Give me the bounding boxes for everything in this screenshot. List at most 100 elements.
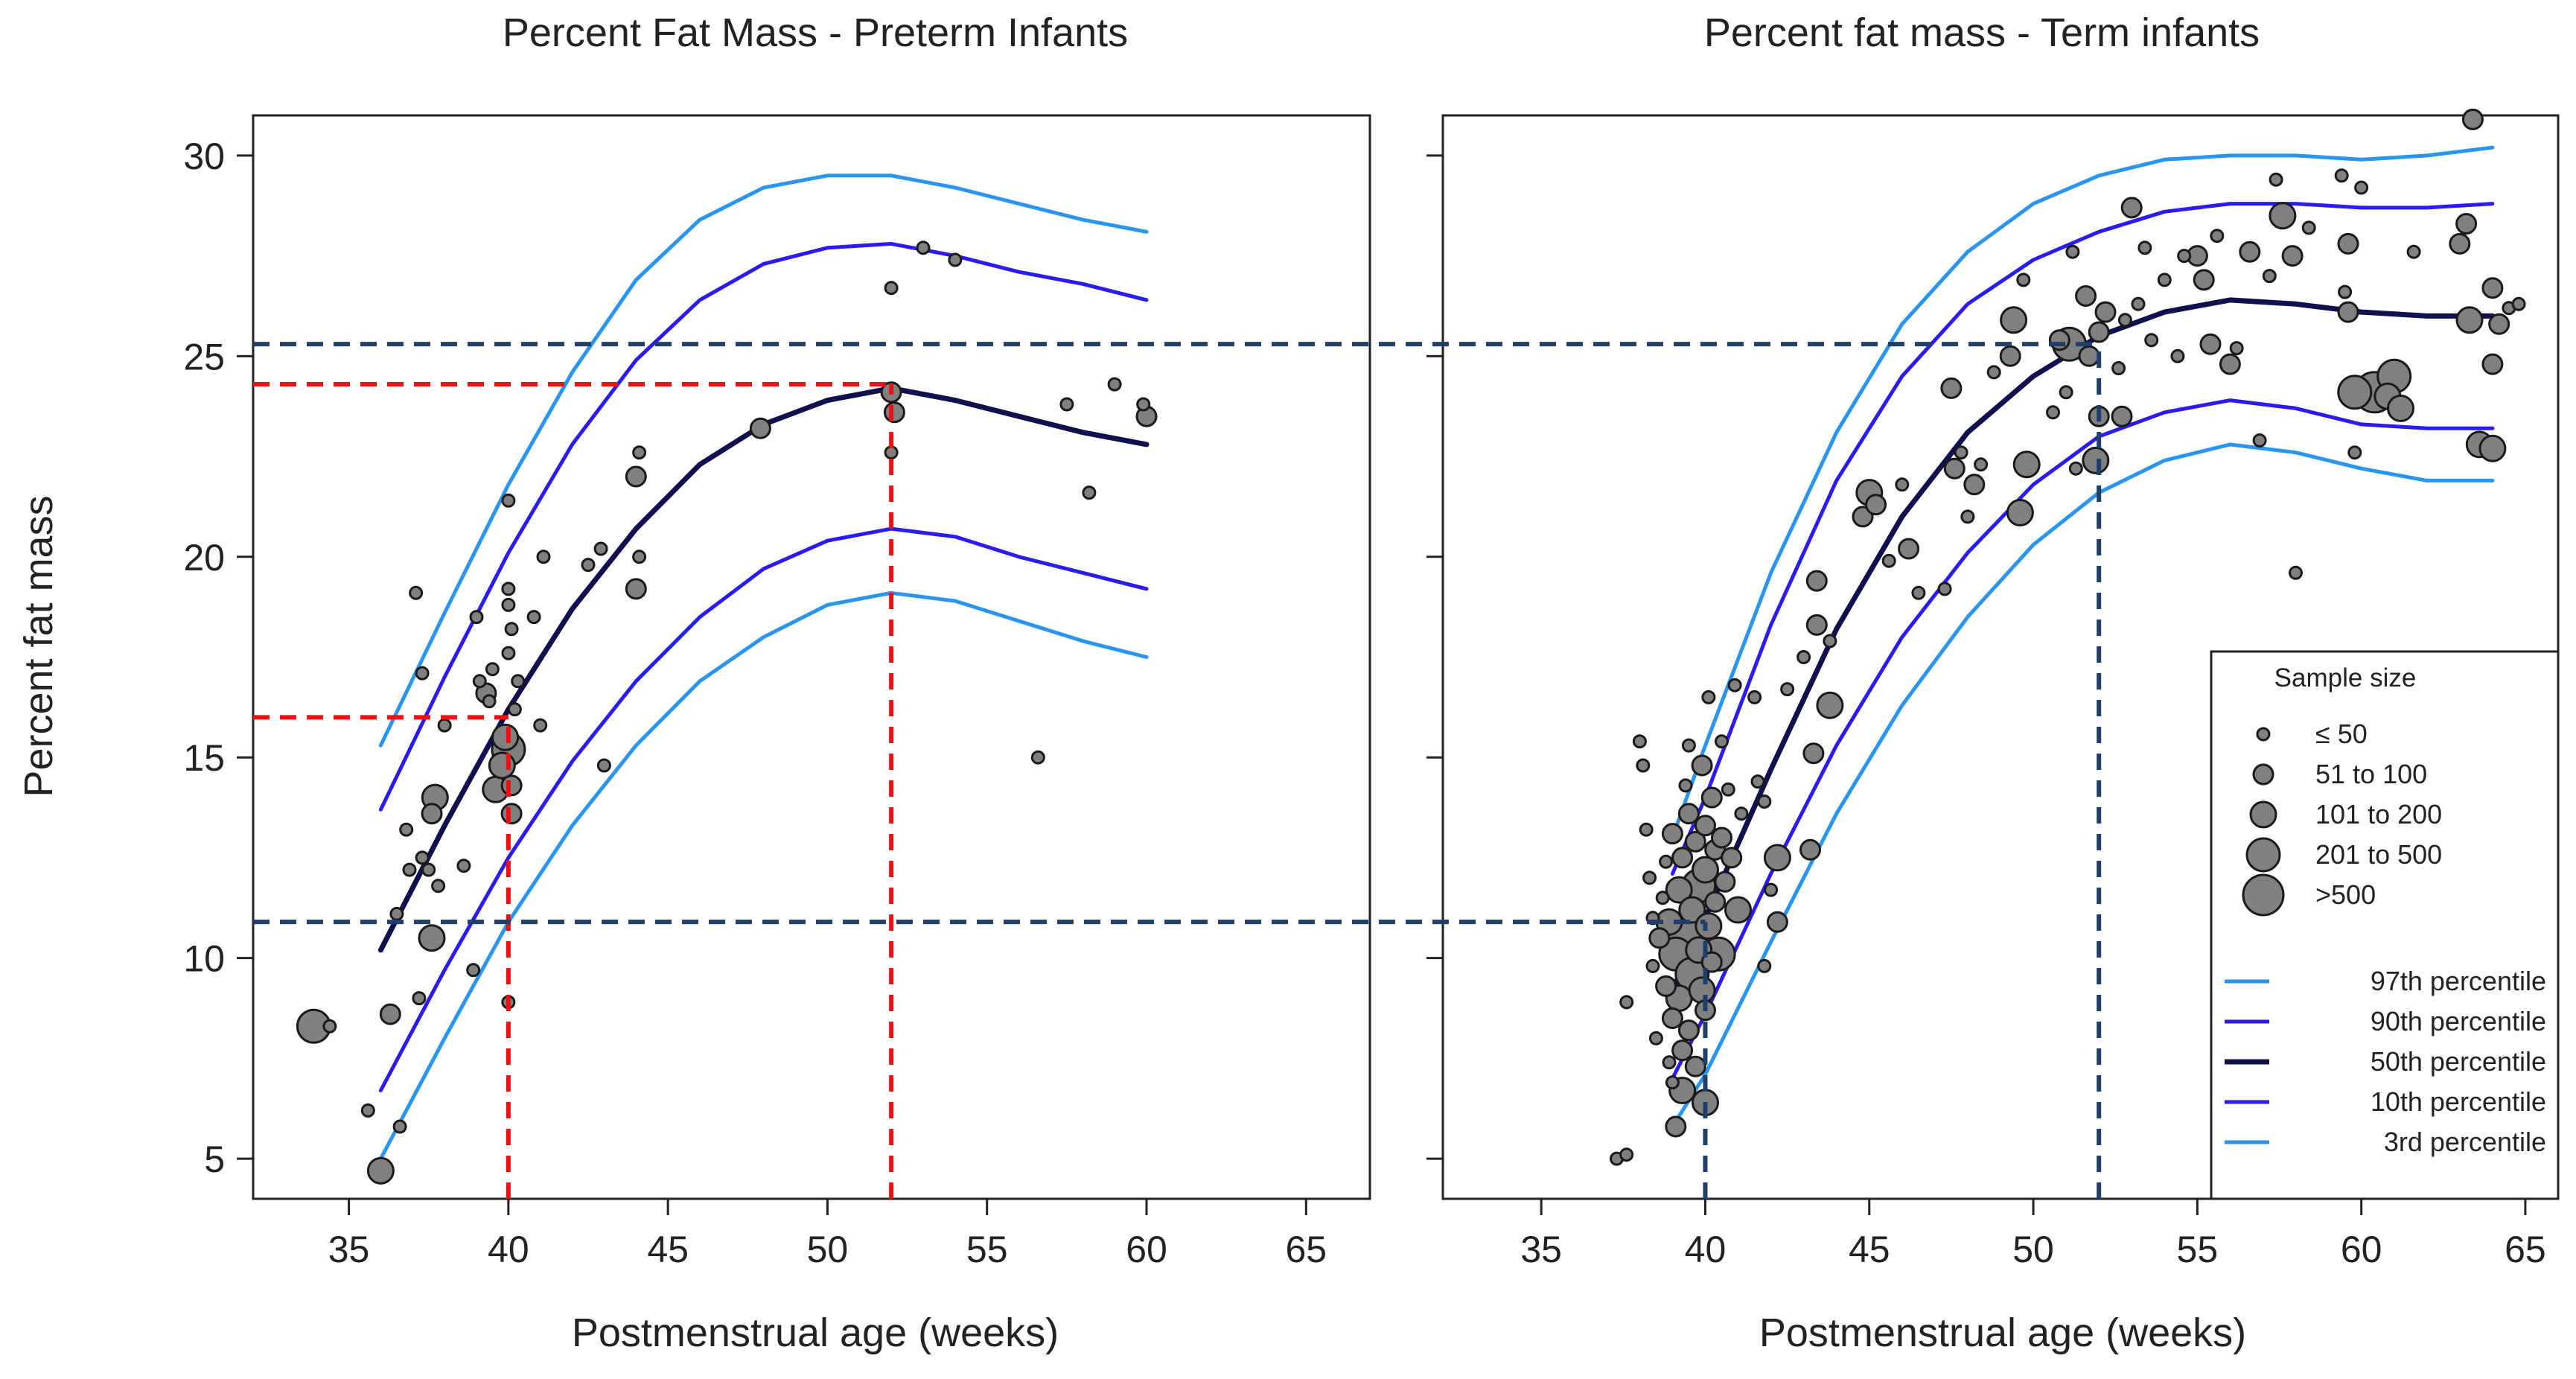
left-data-point [500,774,523,797]
right-data-point [1943,457,1966,480]
legend-size-label-2: 51 to 100 [2315,759,2427,789]
y-tick-label-25: 25 [183,336,225,378]
right-data-point [1986,365,2001,380]
right-data-point [1655,891,1670,905]
right-data-point [1639,822,1654,837]
left-data-point [1059,397,1074,412]
y-tick-label-5: 5 [204,1138,225,1180]
left-data-point [437,718,452,733]
right-data-point [1852,506,1874,528]
left-x-tick-label-55: 55 [966,1229,1008,1270]
right-data-point [2157,273,2172,287]
right-x-tick-label-65: 65 [2505,1229,2546,1270]
right-data-point [2347,445,2362,460]
left-data-point [632,550,647,564]
right-data-point [1684,830,1706,853]
right-data-point [1881,553,1896,568]
right-data-point [2387,394,2414,422]
legend-size-label-5: >500 [2315,879,2376,910]
legend-size-marker-4 [2245,837,2281,873]
right-data-point [1704,891,1727,913]
right-data-point [1895,477,1910,492]
right-data-point [2488,313,2510,335]
left-data-point [511,674,526,689]
right-data-point [1796,650,1811,664]
left-x-tick-label-60: 60 [1126,1229,1167,1270]
legend-line-label-90: 90th percentile [2371,1006,2546,1036]
right-data-point [1648,927,1671,949]
left-data-point [431,879,446,894]
left-data-point [399,822,414,837]
right-data-point [2078,345,2100,367]
right-data-point [1681,738,1696,753]
right-data-point [1671,1039,1694,1062]
left-data-point [485,662,500,677]
right-data-point [2016,273,2031,287]
legend-size-label-1: ≤ 50 [2315,719,2368,749]
legend-line-label-3: 3rd percentile [2384,1127,2546,1157]
right-data-point [2262,269,2277,284]
right-data-point [2281,245,2304,267]
right-data-point [1636,758,1651,773]
right-data-point [1677,803,1700,825]
legend-line-label-10: 10th percentile [2371,1086,2546,1117]
right-data-point [1766,911,1788,933]
right-data-point [1974,457,1989,472]
right-data-point [2088,321,2110,343]
right-data-point [2170,348,2185,363]
left-data-point [536,550,551,564]
left-data-point [1030,750,1045,765]
right-data-point [2048,329,2070,351]
left-curve-p3 [378,590,1149,1161]
left-curve-p10 [378,526,1149,1092]
legend-line-label-50: 50th percentile [2371,1046,2546,1077]
right-data-point [1816,691,1844,719]
left-data-point [625,465,647,488]
right-data-point [1662,1055,1677,1070]
right-data-point [1802,742,1825,765]
left-data-point [749,417,771,439]
right-data-point [1659,854,1674,869]
legend-size-marker-2 [2252,763,2274,786]
right-data-point [1695,912,1723,940]
left-data-point [322,1019,337,1034]
panel-left-axes: 35 40 45 50 55 60 65 5 10 15 20 25 30 [183,136,1327,1270]
right-curve-p90 [1670,202,2495,876]
left-data-point [632,445,647,460]
left-x-tick-label-65: 65 [1285,1229,1327,1270]
left-curve-p90 [378,241,1149,812]
right-data-point [1747,690,1762,704]
right-data-point [2229,341,2244,356]
left-data-point [526,610,541,625]
right-data-point [1823,634,1837,649]
right-data-point [1721,847,1743,869]
panel-left-data-points [296,241,1158,1185]
left-data-point [482,694,497,709]
left-data-point [596,758,611,773]
right-data-point [1671,847,1694,869]
right-data-point [1799,838,1821,861]
right-data-point [1999,345,2021,367]
right-data-point [1734,806,1749,821]
right-data-point [1865,494,1887,516]
left-data-point [360,1103,375,1118]
right-data-point [1757,794,1772,809]
left-data-point [366,1156,395,1185]
right-data-point [1684,1055,1706,1077]
y-tick-label-30: 30 [183,136,225,177]
left-data-point [472,674,487,689]
left-data-point [466,963,481,978]
right-data-point [2199,333,2222,355]
legend-size-marker-1 [2256,727,2271,742]
right-data-point [1727,678,1742,692]
right-x-tick-label-60: 60 [2341,1229,2382,1270]
left-x-tick-label-35: 35 [328,1229,370,1270]
right-data-point [1648,1031,1663,1045]
right-data-point [2449,232,2471,255]
left-data-point [469,610,484,625]
panel-right-title: Percent fat mass - Term infants [1704,10,2260,55]
left-data-point [415,850,430,865]
left-data-point [409,585,424,600]
right-data-point [2289,565,2303,580]
